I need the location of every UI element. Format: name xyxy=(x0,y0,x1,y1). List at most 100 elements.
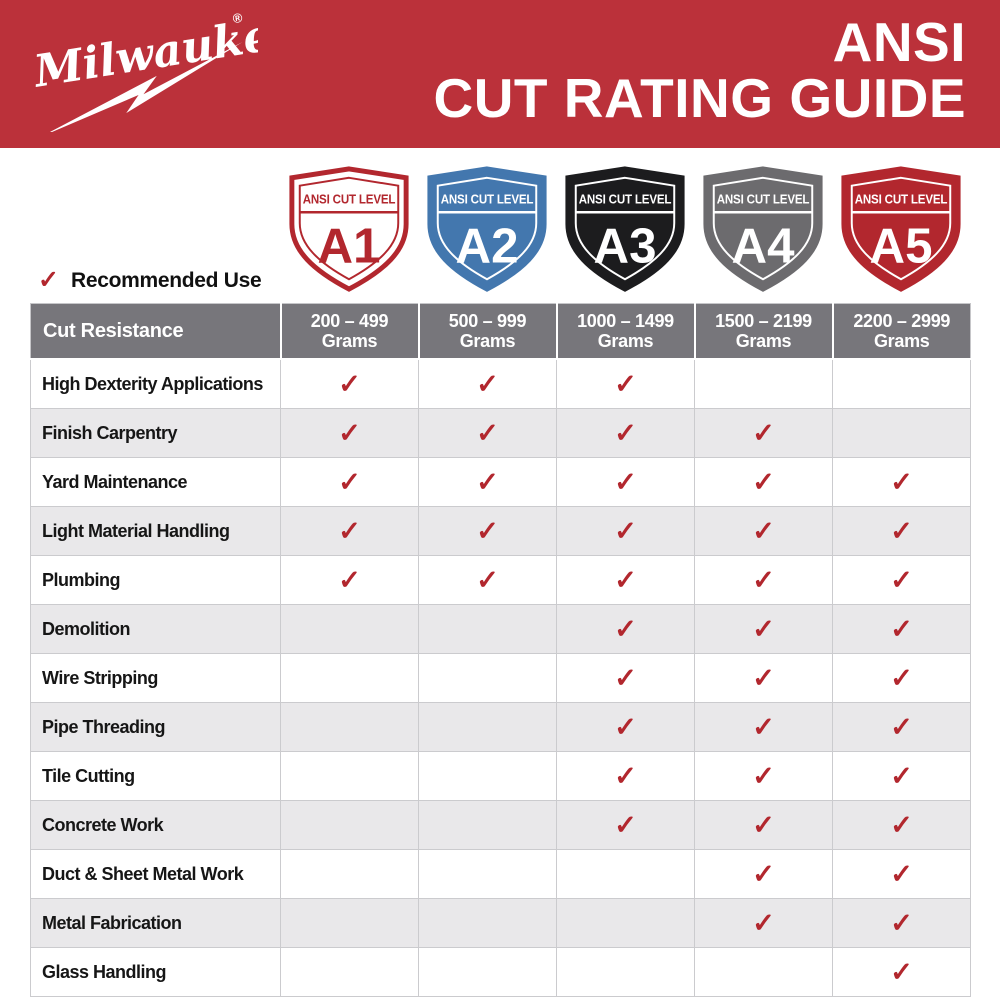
row-label: Yard Maintenance xyxy=(30,457,281,507)
table-header-row: Cut Resistance 200 – 499 Grams 500 – 999… xyxy=(30,303,971,360)
gram-range: 1500 – 2199 xyxy=(715,310,812,331)
lightning-bolt-icon xyxy=(40,42,243,132)
row-label: Metal Fabrication xyxy=(30,898,281,948)
check-cell xyxy=(280,702,419,752)
recommended-use-legend: ✓ Recommended Use xyxy=(38,268,262,293)
shield-level: A5 xyxy=(870,218,933,273)
check-cell: ✓ xyxy=(418,408,557,458)
row-label: Concrete Work xyxy=(30,800,281,850)
row-label: High Dexterity Applications xyxy=(30,358,281,409)
check-cell: ✓ xyxy=(556,653,695,703)
page-title: ANSI CUT RATING GUIDE xyxy=(433,14,966,126)
check-cell: ✓ xyxy=(694,506,833,556)
check-cell xyxy=(556,849,695,899)
check-cell xyxy=(280,849,419,899)
check-cell: ✓ xyxy=(556,358,695,409)
check-cell xyxy=(418,947,557,997)
table-row-concrete-work: Concrete Work ✓ ✓ ✓ xyxy=(30,800,971,850)
check-cell: ✓ xyxy=(556,408,695,458)
check-cell: ✓ xyxy=(280,555,419,605)
check-cell xyxy=(280,947,419,997)
check-cell: ✓ xyxy=(556,506,695,556)
check-cell: ✓ xyxy=(280,457,419,507)
row-label: Glass Handling xyxy=(30,947,281,997)
check-cell: ✓ xyxy=(556,751,695,801)
check-cell xyxy=(556,947,695,997)
cut-level-badge-a5: ANSI CUT LEVEL A5 xyxy=(836,163,966,295)
shield-icon: ANSI CUT LEVEL A3 xyxy=(565,166,685,292)
check-cell xyxy=(694,947,833,997)
column-header-a2: 500 – 999 Grams xyxy=(417,303,557,360)
check-cell: ✓ xyxy=(832,947,971,997)
table-row-finish-carpentry: Finish Carpentry ✓ ✓ ✓ ✓ xyxy=(30,408,971,458)
check-cell xyxy=(418,849,557,899)
check-cell xyxy=(832,358,971,409)
check-cell xyxy=(280,604,419,654)
check-cell: ✓ xyxy=(694,408,833,458)
cut-level-badge-a1: ANSI CUT LEVEL A1 xyxy=(284,163,414,295)
row-label: Duct & Sheet Metal Work xyxy=(30,849,281,899)
check-cell: ✓ xyxy=(832,506,971,556)
cut-level-badge-a2: ANSI CUT LEVEL A2 xyxy=(422,163,552,295)
check-cell: ✓ xyxy=(418,358,557,409)
row-label: Demolition xyxy=(30,604,281,654)
shield-icon: ANSI CUT LEVEL A5 xyxy=(841,166,961,292)
check-cell: ✓ xyxy=(556,555,695,605)
check-cell: ✓ xyxy=(832,898,971,948)
table-row-metal-fabrication: Metal Fabrication ✓ ✓ xyxy=(30,898,971,948)
shield-icon: ANSI CUT LEVEL A1 xyxy=(289,166,409,292)
check-cell: ✓ xyxy=(832,555,971,605)
check-cell: ✓ xyxy=(280,408,419,458)
check-cell: ✓ xyxy=(694,457,833,507)
check-cell: ✓ xyxy=(694,751,833,801)
check-cell xyxy=(694,358,833,409)
cut-level-badges: ANSI CUT LEVEL A1 ANSI CUT LEVEL A2 ANSI… xyxy=(284,163,966,295)
column-header-a4: 1500 – 2199 Grams xyxy=(693,303,833,360)
table-row-duct-sheet-metal-work: Duct & Sheet Metal Work ✓ ✓ xyxy=(30,849,971,899)
shield-level: A1 xyxy=(318,218,381,273)
check-cell: ✓ xyxy=(832,751,971,801)
check-cell xyxy=(832,408,971,458)
check-cell: ✓ xyxy=(694,800,833,850)
check-cell xyxy=(280,751,419,801)
row-label: Pipe Threading xyxy=(30,702,281,752)
gram-unit: Grams xyxy=(873,331,930,351)
registered-mark: ® xyxy=(232,12,244,26)
check-cell: ✓ xyxy=(418,555,557,605)
gram-unit: Grams xyxy=(321,331,378,351)
check-cell: ✓ xyxy=(280,506,419,556)
check-cell xyxy=(418,800,557,850)
check-cell xyxy=(418,604,557,654)
shield-label: ANSI CUT LEVEL xyxy=(855,191,948,206)
legend-label: Recommended Use xyxy=(70,268,262,292)
row-label: Wire Stripping xyxy=(30,653,281,703)
shield-label: ANSI CUT LEVEL xyxy=(441,191,534,206)
header-banner: Milwaukee ® ANSI CUT RATING GUIDE xyxy=(0,0,1000,148)
check-cell xyxy=(418,653,557,703)
check-cell: ✓ xyxy=(418,457,557,507)
table-row-glass-handling: Glass Handling ✓ xyxy=(30,947,971,997)
gram-range: 1000 – 1499 xyxy=(577,310,674,331)
cut-level-badge-a4: ANSI CUT LEVEL A4 xyxy=(698,163,828,295)
check-cell: ✓ xyxy=(418,506,557,556)
shield-level: A4 xyxy=(732,218,796,273)
column-header-a5: 2200 – 2999 Grams xyxy=(831,303,971,360)
shield-level: A3 xyxy=(594,218,657,273)
title-line-cut-rating-guide: CUT RATING GUIDE xyxy=(433,67,966,130)
shield-label: ANSI CUT LEVEL xyxy=(303,191,396,206)
table-row-plumbing: Plumbing ✓ ✓ ✓ ✓ ✓ xyxy=(30,555,971,605)
gram-range: 2200 – 2999 xyxy=(853,310,951,331)
check-cell xyxy=(280,653,419,703)
check-cell: ✓ xyxy=(832,849,971,899)
gram-unit: Grams xyxy=(735,331,792,351)
check-cell: ✓ xyxy=(556,604,695,654)
gram-range: 500 – 999 xyxy=(448,310,527,331)
check-cell: ✓ xyxy=(694,849,833,899)
check-cell: ✓ xyxy=(694,653,833,703)
gram-unit: Grams xyxy=(459,331,516,351)
check-cell: ✓ xyxy=(694,898,833,948)
check-cell: ✓ xyxy=(694,702,833,752)
check-cell xyxy=(418,702,557,752)
gram-range: 200 – 499 xyxy=(310,310,389,331)
